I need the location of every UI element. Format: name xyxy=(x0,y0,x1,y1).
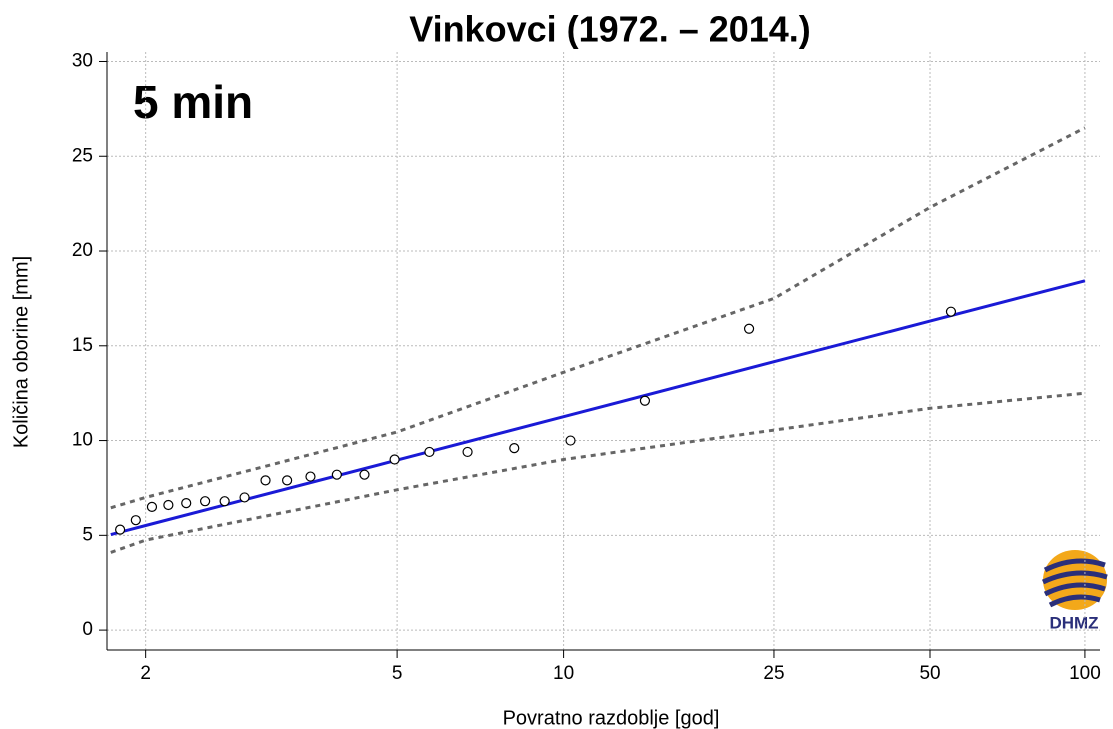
annotation: 5 min xyxy=(133,76,253,128)
confidence-band xyxy=(110,126,1086,510)
data-point xyxy=(260,475,271,486)
data-point xyxy=(389,454,400,465)
fit-line xyxy=(110,279,1086,537)
x-axis-label: Povratno razdoblje [god] xyxy=(503,707,720,729)
y-tick-label: 0 xyxy=(82,619,93,640)
y-tick-label: 5 xyxy=(82,524,93,545)
data-point xyxy=(331,469,342,480)
data-point xyxy=(359,469,370,480)
data-point xyxy=(509,443,520,454)
data-point xyxy=(163,499,174,511)
logo-stripes xyxy=(1041,558,1108,608)
data-point xyxy=(424,446,435,458)
logo-text: DHMZ xyxy=(1049,613,1098,632)
chart-title: Vinkovci (1972. – 2014.) xyxy=(409,9,811,50)
y-tick-label: 20 xyxy=(72,240,93,261)
y-axis-label: Količina oborine [mm] xyxy=(10,256,32,448)
data-point xyxy=(639,395,651,406)
data-point xyxy=(462,446,473,458)
x-tick-label: 10 xyxy=(553,663,574,684)
data-point xyxy=(219,496,230,507)
y-tick-label: 15 xyxy=(72,335,93,356)
y-tick-label: 25 xyxy=(72,145,93,166)
x-tick-label: 100 xyxy=(1069,663,1101,684)
x-tick-label: 2 xyxy=(140,663,151,684)
data-point xyxy=(305,471,316,482)
x-tick-label: 50 xyxy=(919,663,940,684)
data-point xyxy=(945,306,957,317)
x-tick-label: 5 xyxy=(392,663,403,684)
data-point xyxy=(146,501,158,512)
x-tick-label: 25 xyxy=(763,663,784,684)
data-point xyxy=(181,498,192,509)
data-point xyxy=(115,524,126,535)
data-point xyxy=(565,435,576,446)
data-point xyxy=(282,475,293,486)
y-tick-label: 10 xyxy=(72,430,93,451)
logo: DHMZ xyxy=(1041,550,1108,632)
data-point xyxy=(130,515,141,526)
y-tick-label: 30 xyxy=(72,50,93,71)
data-point xyxy=(743,323,755,334)
confidence-band xyxy=(110,391,1086,554)
data-point xyxy=(200,496,211,507)
data-point xyxy=(239,492,250,503)
